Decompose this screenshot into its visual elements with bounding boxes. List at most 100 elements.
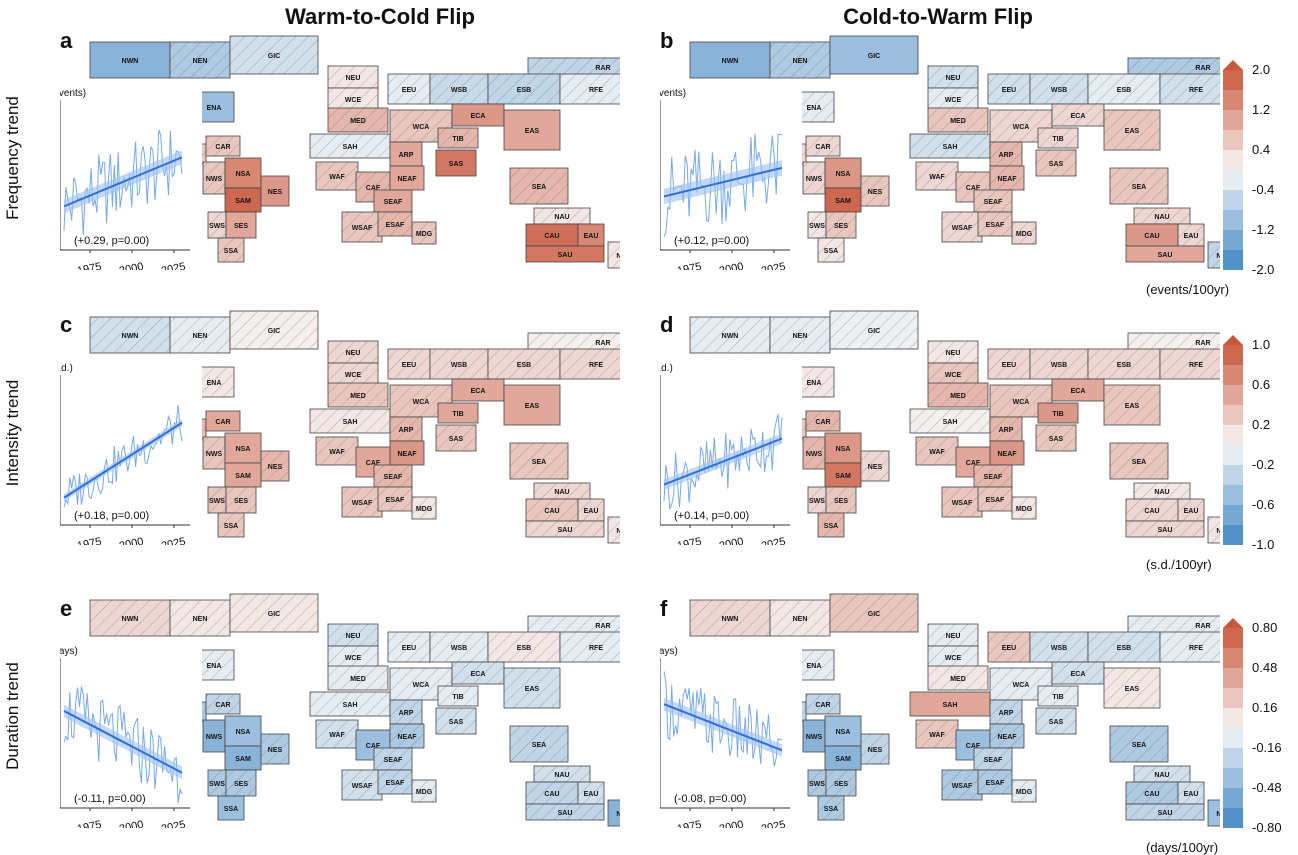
inset-xtick: 2000 — [718, 819, 744, 828]
region-eeu: EEU — [387, 348, 431, 380]
panel-letter-f: f — [660, 596, 668, 621]
svg-text:ECA: ECA — [471, 388, 486, 395]
svg-text:ESB: ESB — [1117, 645, 1131, 652]
region-waf: WAF — [315, 719, 359, 749]
region-mdg: MDG — [1011, 496, 1037, 520]
svg-text:CAU: CAU — [544, 233, 559, 240]
region-arp: ARP — [989, 699, 1023, 725]
region-sea: SEA — [1109, 725, 1169, 763]
svg-text:NZ: NZ — [1216, 528, 1220, 535]
region-eau: EAU — [577, 781, 605, 805]
svg-text:WCA: WCA — [413, 124, 430, 131]
region-med: MED — [927, 107, 989, 133]
region-car: CAR — [805, 410, 841, 432]
svg-text:RFE: RFE — [589, 87, 603, 94]
svg-text:ESB: ESB — [1117, 87, 1131, 94]
svg-text:ECA: ECA — [471, 671, 486, 678]
region-nsa: NSA — [224, 715, 262, 747]
svg-text:NSA: NSA — [836, 729, 851, 736]
region-nau: NAU — [533, 765, 591, 783]
svg-text:NWS: NWS — [806, 451, 823, 458]
panel-letter-d: d — [660, 312, 674, 337]
colorbar-tick: -1.0 — [1252, 537, 1275, 552]
svg-text:NES: NES — [868, 189, 883, 196]
svg-text:NEU: NEU — [346, 633, 361, 640]
region-car: CAR — [205, 693, 241, 715]
svg-text:EAS: EAS — [1125, 686, 1140, 693]
region-gic: GIC — [229, 593, 319, 633]
region-rar: RAR — [1127, 615, 1220, 635]
svg-text:NWN: NWN — [722, 333, 739, 340]
svg-text:SAH: SAH — [343, 419, 358, 426]
region-neu: NEU — [927, 65, 979, 89]
colorbar-0 — [1222, 60, 1244, 270]
region-sam: SAM — [224, 745, 262, 771]
region-ssa: SSA — [217, 237, 245, 263]
svg-text:SAH: SAH — [943, 419, 958, 426]
region-rar: RAR — [527, 332, 620, 352]
svg-text:SES: SES — [234, 223, 248, 230]
region-esb: ESB — [1087, 631, 1161, 663]
inset-xtick: 1975 — [676, 536, 702, 545]
svg-text:SAS: SAS — [1049, 436, 1064, 443]
svg-text:SEAF: SEAF — [384, 199, 403, 206]
region-rfe: RFE — [559, 348, 620, 380]
region-neaf: NEAF — [389, 165, 425, 191]
svg-text:WCA: WCA — [1013, 399, 1030, 406]
region-eau: EAU — [577, 223, 605, 247]
inset-xtick: 1975 — [676, 261, 702, 270]
region-arp: ARP — [389, 416, 423, 442]
svg-text:SEAF: SEAF — [384, 757, 403, 764]
svg-text:NSA: NSA — [836, 446, 851, 453]
svg-text:SSA: SSA — [824, 523, 838, 530]
colorbar-tick: -1.2 — [1252, 222, 1275, 237]
column-title-left: Warm-to-Cold Flip — [285, 4, 475, 29]
region-nsa: NSA — [224, 432, 262, 464]
region-esaf: ESAF — [977, 211, 1013, 237]
region-sam: SAM — [824, 187, 862, 213]
svg-text:MED: MED — [350, 118, 366, 125]
region-wca: WCA — [989, 384, 1053, 418]
svg-text:EEU: EEU — [402, 362, 416, 369]
region-sam: SAM — [224, 462, 262, 488]
region-seaf: SEAF — [973, 747, 1013, 771]
region-nws: NWS — [802, 436, 826, 470]
svg-text:SAU: SAU — [558, 810, 573, 817]
svg-text:NAU: NAU — [554, 489, 569, 496]
svg-text:WCE: WCE — [945, 655, 962, 662]
region-rar: RAR — [527, 57, 620, 77]
region-mdg: MDG — [1011, 779, 1037, 803]
region-mdg: MDG — [411, 221, 437, 245]
svg-text:EAS: EAS — [1125, 403, 1140, 410]
inset-xtick: 2025 — [160, 536, 186, 545]
svg-text:CAU: CAU — [544, 791, 559, 798]
region-tib: TIB — [437, 685, 479, 707]
inset-timeseries-c: (s.d.)3.43.3197520002025(+0.18, p=0.00) — [60, 363, 202, 545]
row-label-2: Duration trend — [3, 662, 22, 770]
region-nws: NWS — [802, 161, 826, 195]
svg-text:ENA: ENA — [207, 663, 222, 670]
region-mdg: MDG — [1011, 221, 1037, 245]
svg-text:TIB: TIB — [452, 136, 463, 143]
svg-text:MDG: MDG — [416, 789, 433, 796]
svg-text:NAU: NAU — [1154, 489, 1169, 496]
svg-text:EAU: EAU — [1184, 233, 1199, 240]
svg-text:ARP: ARP — [399, 152, 414, 159]
svg-text:NWN: NWN — [722, 58, 739, 65]
region-wsaf: WSAF — [941, 769, 983, 801]
svg-text:ECA: ECA — [471, 113, 486, 120]
svg-text:EAS: EAS — [525, 128, 540, 135]
svg-text:SSA: SSA — [224, 248, 238, 255]
inset-xtick: 2000 — [718, 536, 744, 545]
svg-text:NWN: NWN — [722, 616, 739, 623]
region-eau: EAU — [577, 498, 605, 522]
region-nz: NZ — [1207, 516, 1220, 544]
svg-text:SSA: SSA — [224, 523, 238, 530]
svg-text:WAF: WAF — [929, 449, 945, 456]
svg-text:EEU: EEU — [1002, 645, 1016, 652]
svg-text:TIB: TIB — [1052, 411, 1063, 418]
svg-text:NEAF: NEAF — [397, 451, 417, 458]
region-seaf: SEAF — [973, 189, 1013, 213]
region-wce: WCE — [927, 362, 979, 386]
svg-text:SAU: SAU — [558, 252, 573, 259]
